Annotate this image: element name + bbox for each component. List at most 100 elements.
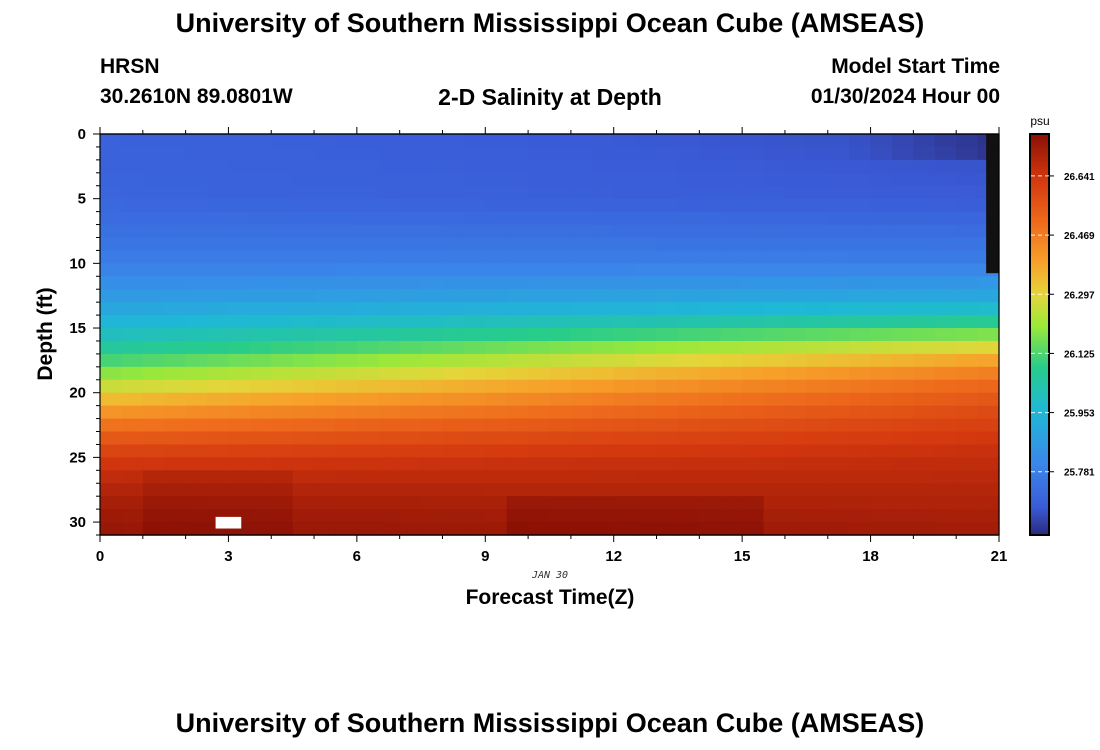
heatmap-cell [742,276,765,290]
heatmap-cell [891,418,914,433]
heatmap-cell [570,379,593,394]
heatmap-cell [228,444,251,458]
heatmap-cell [742,198,765,213]
heatmap-cell [763,366,786,381]
heatmap-cell [100,496,122,510]
heatmap-cell [442,496,465,510]
heatmap-cell [528,263,551,277]
heatmap-cell [207,302,230,316]
heatmap-cell [185,159,208,174]
heatmap-cell [421,328,444,342]
heatmap-cell [207,146,230,161]
heatmap-cell [956,159,979,174]
heatmap-cell [356,353,379,368]
heatmap-cell [592,237,615,252]
heatmap-cell [913,483,936,497]
heatmap-cell [164,470,187,484]
heatmap-cell [378,185,401,200]
heatmap-cell [549,328,572,342]
heatmap-cell [249,392,272,407]
heatmap-cell [228,198,251,213]
heatmap-cell [977,340,1000,355]
heatmap-cell [549,237,572,252]
heatmap-cell [934,405,957,420]
heatmap-cell [849,522,872,536]
heatmap-cell [956,211,979,226]
heatmap-cell [442,366,465,381]
heatmap-cell [613,496,636,510]
heatmap-cell [292,250,315,264]
heatmap-cell [249,509,272,523]
heatmap-cell [549,172,572,187]
heatmap-cell [656,509,679,523]
heatmap-cell [913,457,936,471]
heatmap-cell [485,263,508,277]
heatmap-cell [742,366,765,381]
heatmap-cell [335,366,358,381]
heatmap-cell [977,405,1000,420]
heatmap-cell [849,353,872,368]
heatmap-cell [635,509,658,523]
heatmap-cell [121,496,144,510]
heatmap-cell [356,250,379,264]
heatmap-cell [271,340,294,355]
heatmap-cell [142,198,165,213]
heatmap-cell [421,263,444,277]
heatmap-cell [442,289,465,303]
heatmap-cell [570,185,593,200]
heatmap-cell [870,263,893,277]
heatmap-cell [164,340,187,355]
heatmap-cell [720,444,743,458]
heatmap-cell [121,289,144,303]
heatmap-cell [870,172,893,187]
x-tick-label: 0 [96,548,104,565]
heatmap-cell [228,340,251,355]
heatmap-cell [314,250,337,264]
heatmap-cell [185,340,208,355]
heatmap-cell [399,379,422,394]
heatmap-cell [656,379,679,394]
heatmap-cell [164,224,187,239]
heatmap-cell [314,315,337,329]
heatmap-cell [677,211,700,226]
heatmap-cell [399,392,422,407]
heatmap-cell [570,237,593,252]
heatmap-cell [356,522,379,536]
heatmap-cell [185,328,208,342]
heatmap-cell [977,302,1000,316]
heatmap-cell [249,496,272,510]
heatmap-cell [228,405,251,420]
heatmap-cell [656,237,679,252]
heatmap-cell [249,250,272,264]
heatmap-cell [549,496,572,510]
heatmap-cell [207,263,230,277]
heatmap-cell [956,289,979,303]
heatmap-cell [249,146,272,161]
heatmap-cell [656,431,679,446]
heatmap-cell [100,237,122,252]
heatmap-cell [485,444,508,458]
heatmap-cell [613,289,636,303]
heatmap-cell [742,224,765,239]
heatmap-cell [421,366,444,381]
date-label: JAN 30 [531,570,568,581]
heatmap-cell [849,431,872,446]
heatmap-cell [913,379,936,394]
heatmap-cell [677,289,700,303]
heatmap-cell [656,172,679,187]
heatmap-cell [100,353,122,368]
heatmap-cell [870,431,893,446]
heatmap-cell [742,431,765,446]
heatmap-cell [677,431,700,446]
heatmap-cell [827,159,850,174]
heatmap-cell [528,250,551,264]
heatmap-cell [784,211,807,226]
heatmap-cell [185,276,208,290]
heatmap-cell [506,509,529,523]
heatmap-cell [913,211,936,226]
heatmap-cell [335,159,358,174]
heatmap-cell [849,159,872,174]
heatmap-cell [763,457,786,471]
heatmap-cell [378,211,401,226]
heatmap-cell [442,522,465,536]
